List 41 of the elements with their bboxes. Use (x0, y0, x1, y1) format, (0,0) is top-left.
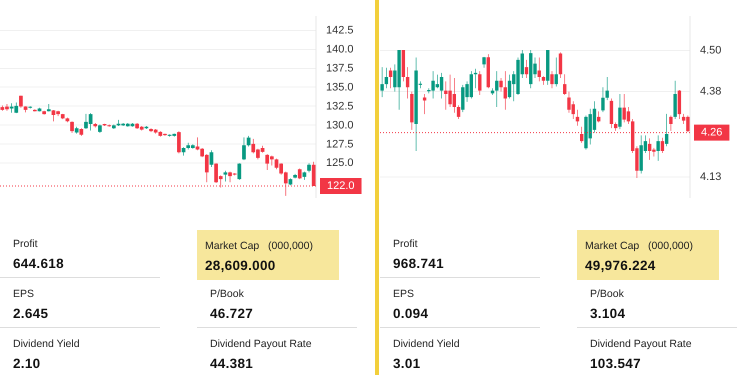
text: 44.381 (210, 356, 254, 371)
text: P/Book (590, 288, 625, 300)
y-tick-label: 140.0 (326, 43, 354, 56)
y-tick-label: 132.5 (326, 100, 354, 112)
text: EPS (393, 288, 416, 300)
text: 644.618 (13, 256, 65, 271)
y-tick-label: 4.13 (700, 170, 722, 183)
candlestick (576, 110, 580, 126)
text: P/Book (210, 288, 245, 300)
y-tick-label: 142.5 (326, 24, 354, 36)
text: Profit (393, 238, 419, 250)
text: 2.645 (13, 306, 50, 321)
y-tick-label: 4.50 (700, 44, 722, 57)
text: 49,976.224 (585, 258, 657, 273)
text: EPS (13, 288, 36, 300)
y-tick-label: 127.5 (326, 138, 354, 150)
y-tick-label: 137.5 (326, 62, 354, 74)
text: 46.727 (210, 306, 254, 321)
text: 3.01 (393, 356, 422, 371)
text: Dividend Payout Rate (590, 338, 693, 350)
text: Profit (13, 238, 39, 250)
candlestick (524, 60, 528, 78)
text: 3.104 (590, 306, 626, 321)
ref-line-label: 4.26 (700, 126, 722, 139)
text: 2.10 (13, 356, 42, 371)
text: Dividend Yield (13, 338, 81, 350)
text: 28,609.000 (205, 258, 277, 273)
y-tick-label: 130.0 (326, 119, 354, 132)
text: Market Cap (000,000) (585, 240, 694, 252)
y-tick-label: 125.0 (326, 157, 354, 170)
text: 103.547 (590, 356, 642, 371)
text: Dividend Yield (393, 338, 461, 350)
y-tick-label: 4.38 (700, 86, 722, 98)
text: Market Cap (000,000) (205, 240, 314, 252)
text: 968.741 (393, 256, 445, 271)
candlestick (474, 68, 478, 88)
candlestick (490, 88, 494, 96)
text: 0.094 (393, 306, 430, 321)
y-tick-label: 135.0 (326, 81, 354, 94)
text: Dividend Payout Rate (210, 338, 313, 350)
ref-line-label: 122.0 (327, 180, 355, 192)
